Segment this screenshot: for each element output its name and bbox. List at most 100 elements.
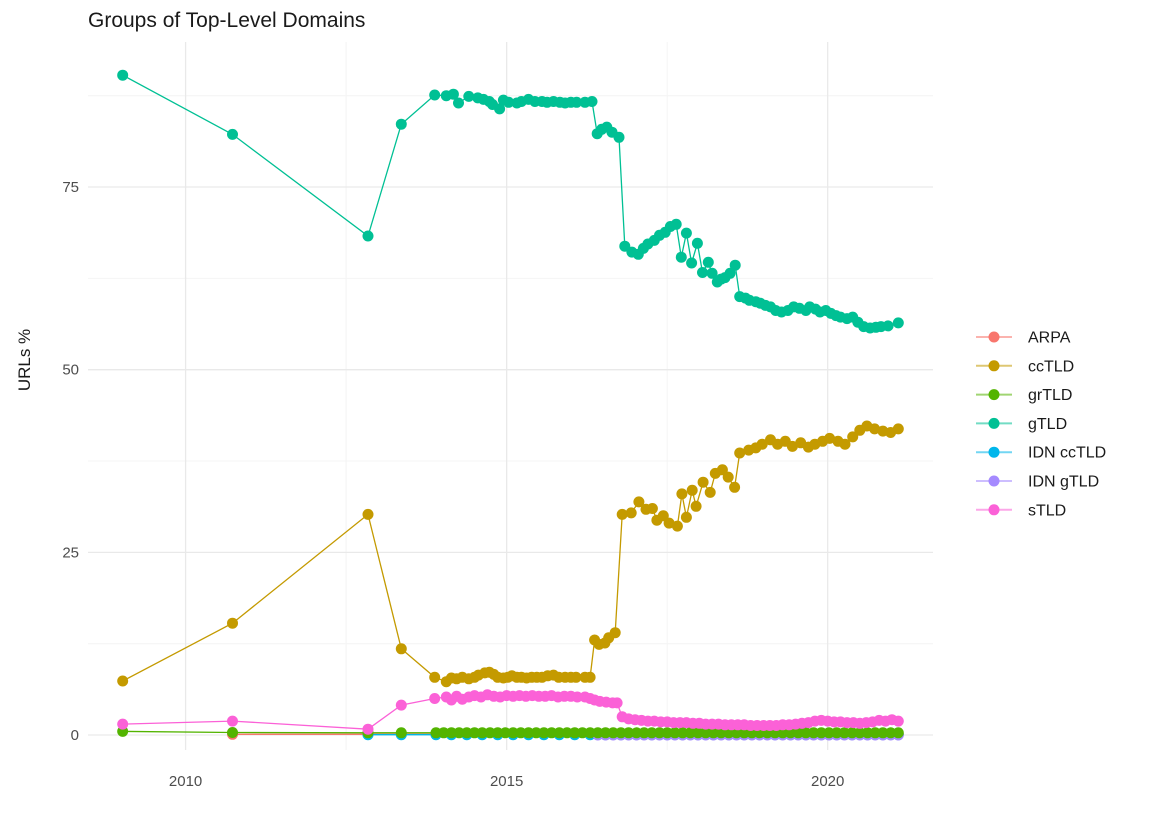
data-point (463, 90, 475, 102)
data-point (429, 693, 441, 704)
data-point (561, 727, 573, 739)
data-point (576, 727, 588, 739)
data-point (808, 727, 820, 739)
data-point (877, 727, 889, 739)
data-point (862, 727, 873, 739)
legend-item-gtld: gTLD (976, 416, 1067, 433)
data-point (592, 727, 604, 739)
data-point (892, 423, 904, 435)
data-point (571, 691, 583, 703)
data-point (676, 488, 688, 500)
data-point (869, 727, 881, 739)
data-point (395, 727, 407, 739)
data-point (438, 727, 450, 739)
data-point (611, 697, 623, 709)
data-point (686, 484, 698, 496)
data-point (507, 727, 519, 739)
data-point (885, 727, 897, 739)
data-point (722, 471, 734, 483)
data-point (729, 481, 741, 493)
data-point (453, 727, 465, 739)
data-point (646, 727, 658, 739)
data-point (675, 251, 687, 263)
x-tick-label: 2020 (811, 773, 844, 790)
data-point (661, 727, 673, 739)
data-point (607, 727, 619, 739)
legend-item-label: ccTLD (1028, 358, 1074, 375)
data-point (792, 727, 804, 739)
legend-item-grtld: grTLD (976, 387, 1072, 404)
data-point (515, 727, 527, 739)
legend-key-dot (988, 504, 1000, 516)
data-point (625, 507, 637, 519)
data-point (786, 440, 798, 452)
data-point (530, 727, 542, 739)
data-point (117, 69, 129, 81)
y-tick-label: 0 (71, 727, 79, 744)
data-point (882, 320, 894, 332)
data-point (227, 715, 238, 727)
data-point (706, 267, 718, 279)
data-point (724, 267, 736, 279)
data-point (492, 727, 504, 739)
y-tick-label: 75 (62, 179, 79, 196)
data-point (476, 727, 488, 739)
data-point (824, 432, 836, 444)
data-point (838, 727, 850, 739)
data-point (395, 699, 407, 711)
data-point (734, 447, 746, 459)
data-point (680, 511, 692, 523)
data-point (584, 671, 596, 683)
data-point (616, 508, 628, 520)
data-point (546, 727, 558, 739)
data-point (697, 476, 709, 488)
data-point (815, 727, 827, 739)
data-point (707, 727, 719, 739)
x-tick-label: 2010 (169, 773, 202, 790)
data-point (484, 727, 496, 739)
data-point (892, 317, 904, 329)
data-point (117, 675, 129, 687)
gridlines (88, 42, 933, 750)
data-point (831, 727, 843, 739)
legend: ARPA ccTLD grTLD gTLD IDN ccTLD IDN gTLD sTLD (976, 330, 1106, 519)
series-cctld (117, 420, 904, 688)
data-point (538, 727, 550, 739)
legend-item-label: IDN ccTLD (1028, 445, 1106, 462)
legend-item-label: sTLD (1028, 502, 1066, 519)
data-point (777, 727, 789, 739)
data-point (677, 727, 689, 739)
data-point (680, 227, 692, 239)
data-point (523, 727, 534, 739)
data-point (700, 727, 712, 739)
data-point (669, 727, 681, 739)
data-point (690, 500, 702, 512)
data-point (704, 486, 716, 498)
data-point (429, 89, 441, 101)
data-point (869, 423, 881, 435)
data-point (570, 671, 582, 683)
data-point (600, 727, 611, 739)
legend-item-idn-cctld: IDN ccTLD (976, 445, 1106, 462)
data-point (395, 643, 407, 655)
data-point (362, 508, 374, 520)
data-point (615, 727, 627, 739)
data-point (586, 96, 598, 107)
data-point (671, 520, 683, 532)
legend-item-label: IDN gTLD (1028, 474, 1099, 491)
x-tick-label: 2015 (490, 773, 523, 790)
legend-item-stld: sTLD (976, 502, 1066, 519)
data-point (633, 496, 645, 508)
data-point (729, 259, 741, 271)
data-point (654, 727, 665, 739)
data-point (461, 727, 473, 739)
legend-key-dot (988, 446, 1000, 458)
data-point (686, 257, 698, 269)
data-point (584, 727, 596, 739)
data-point (227, 727, 238, 738)
data-point (445, 727, 457, 739)
data-point (684, 727, 696, 739)
data-point (847, 431, 859, 443)
legend-key-dot (988, 475, 1000, 487)
